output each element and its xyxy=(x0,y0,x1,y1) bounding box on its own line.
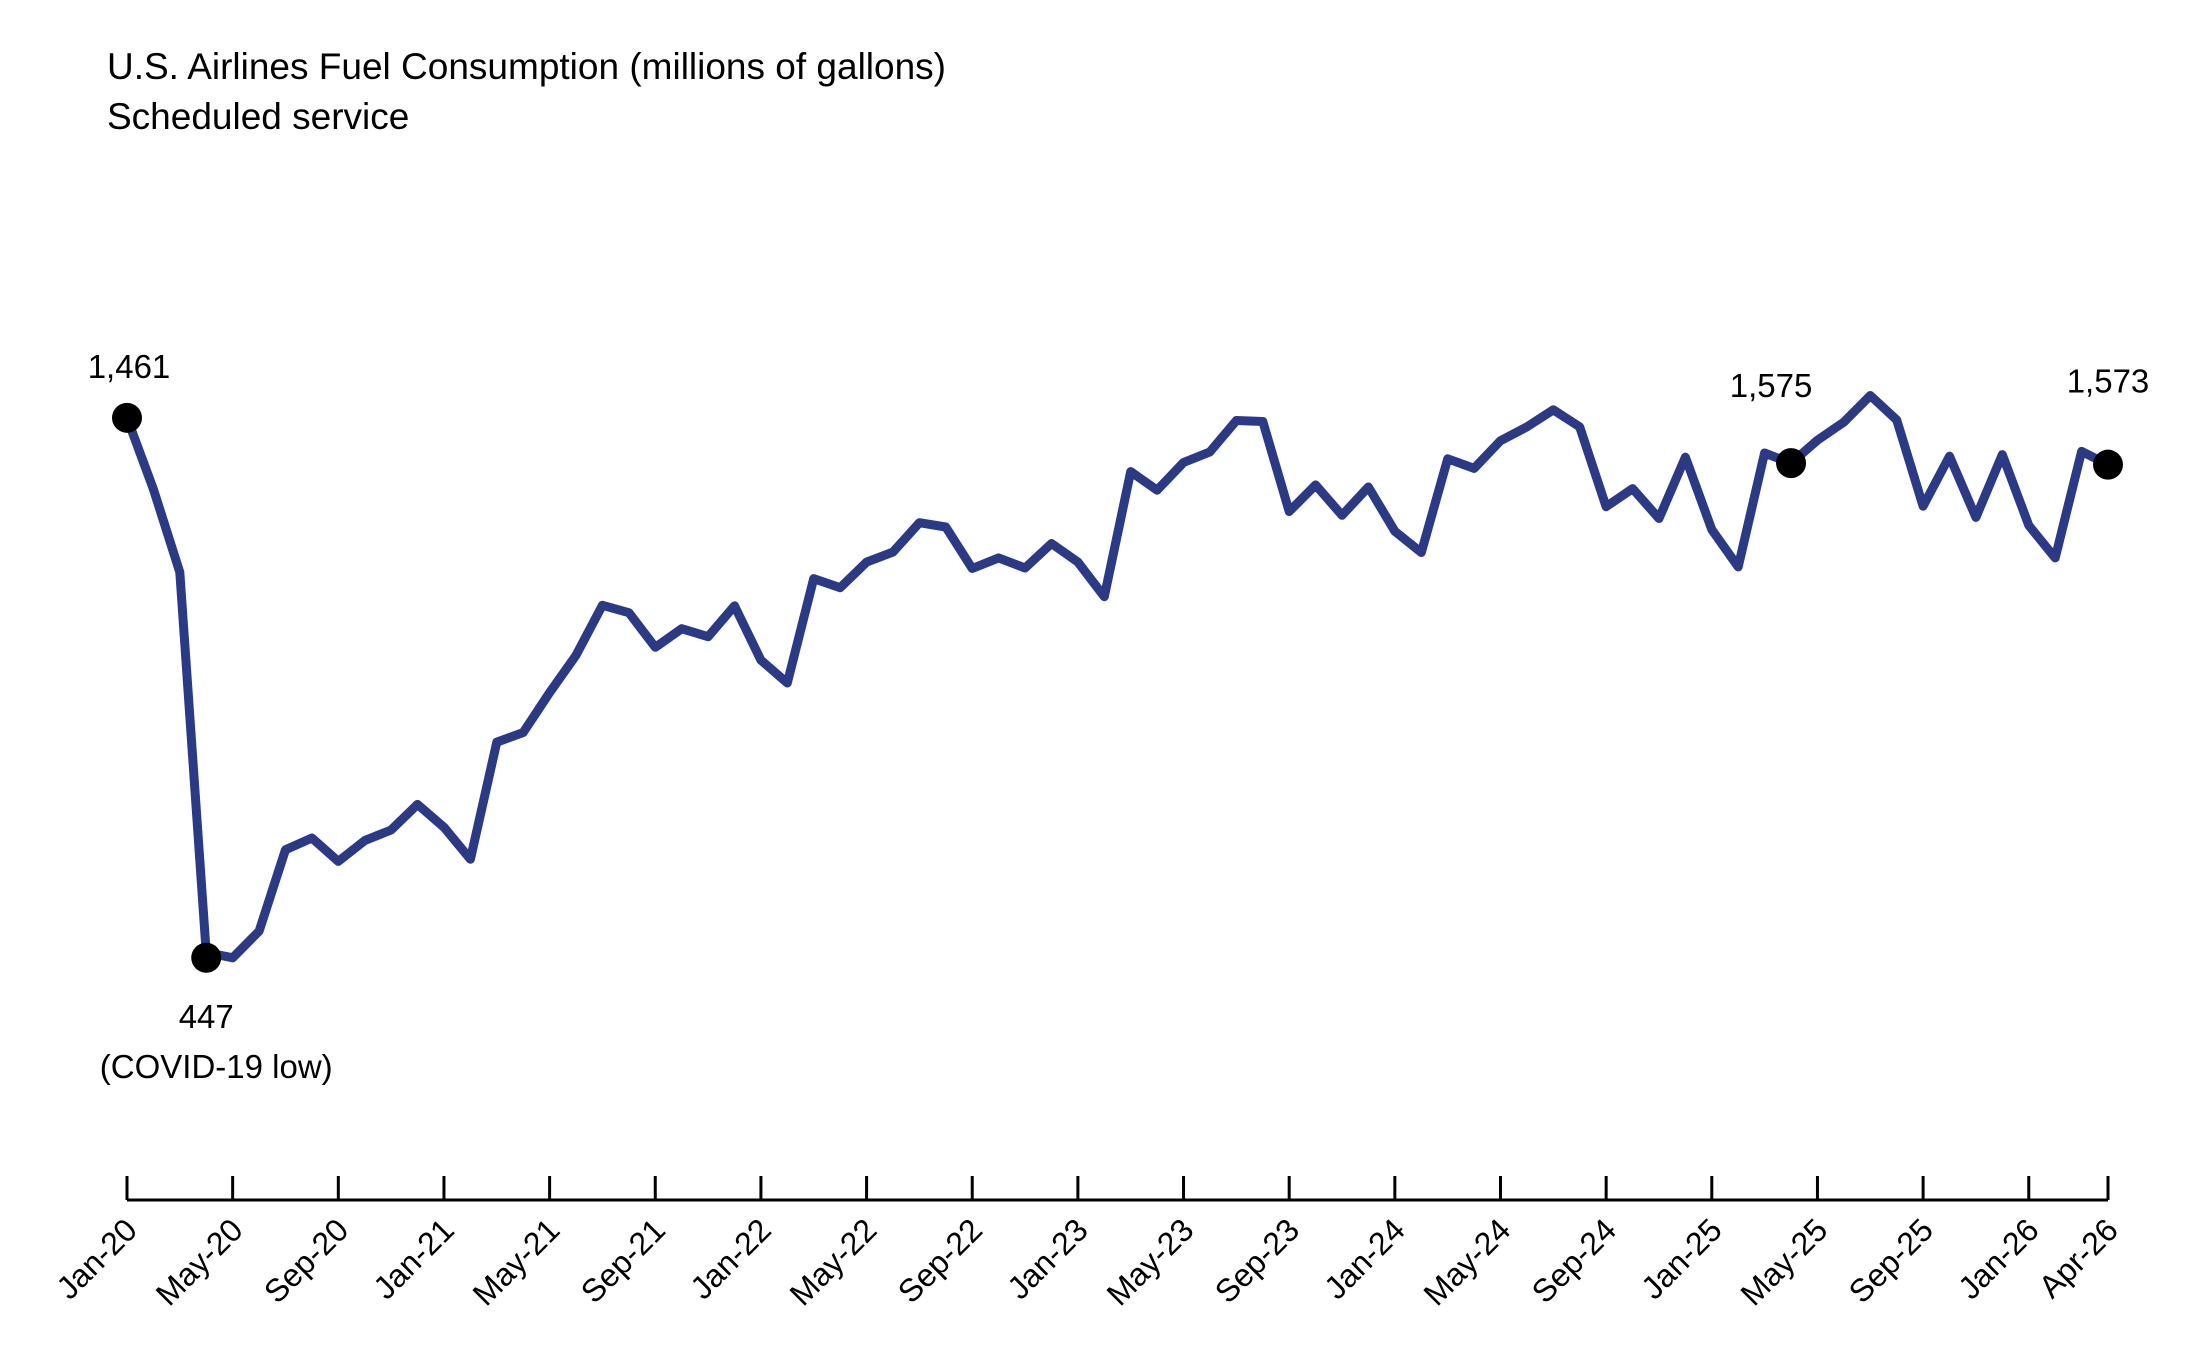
x-tick-label: May-21 xyxy=(466,1211,567,1312)
annotation-marker xyxy=(1776,448,1807,479)
annotation-label: 447 xyxy=(179,998,234,1035)
annotation-sublabel: (COVID-19 low) xyxy=(100,1048,333,1085)
x-tick-label: Sep-23 xyxy=(1208,1211,1306,1309)
series-layer xyxy=(122,391,2113,963)
annotation-label: 1,575 xyxy=(1730,367,1813,404)
x-tick-label: Jan-25 xyxy=(1634,1211,1729,1306)
x-tick-label: May-24 xyxy=(1417,1211,1518,1312)
x-tick-label: Jan-23 xyxy=(1000,1211,1095,1306)
x-tick-label: Sep-21 xyxy=(574,1211,672,1309)
x-tick-label: Jan-20 xyxy=(49,1211,144,1306)
x-tick-label: Apr-26 xyxy=(2032,1211,2125,1304)
x-tick-label: Sep-20 xyxy=(257,1211,355,1309)
x-tick-label: May-20 xyxy=(149,1211,250,1312)
x-tick-label: Jan-21 xyxy=(366,1211,461,1306)
x-tick-label: Sep-22 xyxy=(891,1211,989,1309)
x-tick-label: Sep-25 xyxy=(1842,1211,1940,1309)
x-tick-label: Jan-24 xyxy=(1317,1211,1412,1306)
annotation-marker xyxy=(112,402,142,433)
fuel-consumption-line xyxy=(122,391,2113,963)
x-tick-label: Jan-22 xyxy=(683,1211,778,1306)
x-tick-label: May-22 xyxy=(783,1211,884,1312)
annotation-label: 1,573 xyxy=(2067,363,2150,400)
chart-subtitle: Scheduled service xyxy=(107,96,410,137)
x-axis: Jan-20 May-20 Sep-20 Jan-21 May-21 Sep-21 Jan-… xyxy=(49,1176,2125,1312)
annotation-layer: 1,461 447 (COVID-19 low) 1,575 1,573 xyxy=(88,348,2150,1085)
annotation-marker xyxy=(191,942,222,973)
annotation-marker xyxy=(2093,449,2123,480)
x-tick-label: May-23 xyxy=(1100,1211,1201,1312)
x-tick-label: May-25 xyxy=(1733,1211,1834,1312)
chart-title: U.S. Airlines Fuel Consumption (millions… xyxy=(107,46,947,87)
x-tick-label: Jan-26 xyxy=(1951,1211,2046,1306)
x-tick-label: Sep-24 xyxy=(1525,1211,1623,1309)
annotation-label: 1,461 xyxy=(88,348,171,385)
